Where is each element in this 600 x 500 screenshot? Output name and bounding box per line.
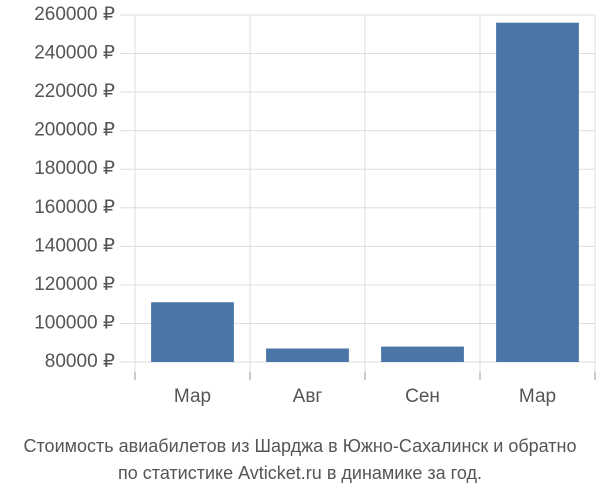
bar: [151, 302, 234, 362]
bar: [496, 22, 579, 362]
x-tick-label: Авг: [293, 386, 323, 407]
y-tick-label: 100000 ₽: [34, 312, 115, 333]
caption-line: Стоимость авиабилетов из Шарджа в Южно-С…: [24, 436, 577, 456]
y-tick-label: 220000 ₽: [34, 81, 115, 102]
bar: [266, 348, 349, 362]
y-tick-label: 140000 ₽: [34, 235, 115, 256]
x-tick-label: Мар: [174, 386, 211, 407]
y-tick-label: 240000 ₽: [34, 43, 115, 64]
y-tick-label: 200000 ₽: [34, 120, 115, 141]
x-tick-label: Мар: [519, 386, 556, 407]
y-tick-label: 260000 ₽: [34, 4, 115, 25]
y-tick-label: 120000 ₽: [34, 274, 115, 295]
y-tick-label: 180000 ₽: [34, 158, 115, 179]
x-tick-label: Сен: [405, 386, 440, 407]
bar: [381, 346, 464, 362]
y-tick-label: 80000 ₽: [45, 351, 115, 372]
y-tick-label: 160000 ₽: [34, 197, 115, 218]
caption-line: по статистике Avticket.ru в динамике за …: [118, 463, 482, 483]
